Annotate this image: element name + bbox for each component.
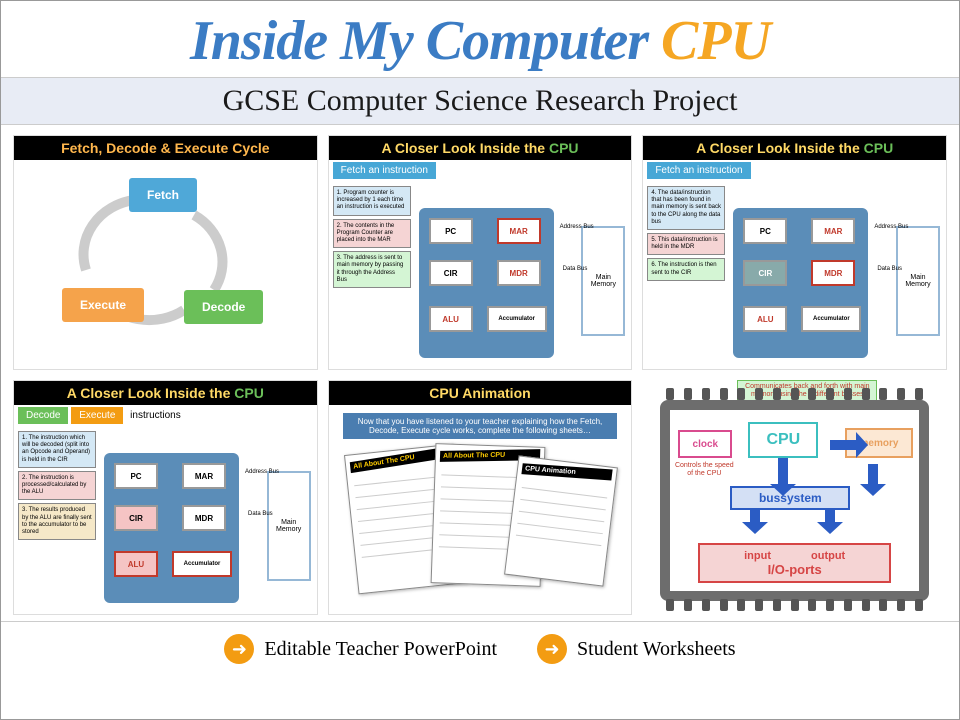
data-bus: Data Bus: [563, 266, 588, 272]
step: 1. Program counter is increased by 1 eac…: [333, 186, 411, 216]
cycle-diagram: Fetch Decode Execute: [14, 160, 317, 369]
cpu-area: PC MAR CIR MDR ALU Accumulator Main Memo…: [100, 431, 313, 615]
steps: 1. The instruction which will be decoded…: [18, 431, 96, 615]
slide-title: CPU Animation: [329, 381, 632, 405]
step: 2. The contents in the Program Counter a…: [333, 219, 411, 249]
reg-mar: MAR: [811, 218, 855, 244]
reg-alu: ALU: [429, 306, 473, 332]
reg-cir: CIR: [743, 260, 787, 286]
steps: 4. The data/instruction that has been fo…: [647, 186, 725, 370]
slide-fetch-decode-execute: Fetch, Decode & Execute Cycle Fetch Deco…: [13, 135, 318, 370]
execute-box: Execute: [62, 288, 144, 322]
reg-acc: Accumulator: [801, 306, 861, 332]
slide-title: Fetch, Decode & Execute Cycle: [14, 136, 317, 160]
address-bus: Address Bus: [245, 469, 279, 475]
title-accent: CPU: [661, 10, 770, 72]
slide-body: Decode Execute instructions 1. The instr…: [14, 405, 317, 614]
slide-cpu-decode-execute: A Closer Look Inside the CPU Decode Exec…: [13, 380, 318, 615]
step: 3. The address is sent to main memory by…: [333, 251, 411, 288]
footer-label: Editable Teacher PowerPoint: [264, 638, 497, 661]
reg-mdr: MDR: [497, 260, 541, 286]
slide-title: A Closer Look Inside the CPU: [643, 136, 946, 160]
title-main: Inside My Computer: [190, 10, 661, 72]
header: Inside My Computer CPU: [1, 1, 959, 78]
cpu-area: PC MAR CIR MDR ALU Accumulator Main Memo…: [415, 186, 628, 370]
worksheet: CPU Animation: [504, 455, 618, 586]
reg-mar: MAR: [497, 218, 541, 244]
reg-mdr: MDR: [811, 260, 855, 286]
reg-acc: Accumulator: [487, 306, 547, 332]
fetch-box: Fetch: [129, 178, 197, 212]
slide-body: Now that you have listened to your teach…: [329, 405, 632, 614]
step: 6. The instruction is then sent to the C…: [647, 258, 725, 280]
reg-mar: MAR: [182, 463, 226, 489]
step: 5. This data/instruction is held in the …: [647, 233, 725, 255]
slide-cpu-animation: CPU Animation Now that you have listened…: [328, 380, 633, 615]
footer-label: Student Worksheets: [577, 638, 736, 661]
footer: ➜ Editable Teacher PowerPoint ➜ Student …: [1, 621, 959, 676]
subtitle: GCSE Computer Science Research Project: [1, 78, 959, 125]
fetch-tag: Fetch an instruction: [333, 162, 436, 179]
reg-mdr: MDR: [182, 505, 226, 531]
slide-body: Fetch an instruction 1. Program counter …: [329, 160, 632, 369]
execute-tag: Execute: [71, 407, 123, 424]
steps: 1. Program counter is increased by 1 eac…: [333, 186, 411, 370]
step: 2. The instruction is processed/calculat…: [18, 471, 96, 501]
data-bus: Data Bus: [248, 511, 273, 517]
clock-block: clock: [678, 430, 732, 458]
footer-item: ➜ Student Worksheets: [537, 634, 736, 664]
reg-alu: ALU: [743, 306, 787, 332]
slide-title: A Closer Look Inside the CPU: [14, 381, 317, 405]
slide-cpu-fetch-2: A Closer Look Inside the CPU Fetch an in…: [642, 135, 947, 370]
address-bus: Address Bus: [874, 224, 908, 230]
memory-block: memory: [845, 428, 913, 458]
step: 3. The results produced by the ALU are f…: [18, 503, 96, 540]
main-memory: Main Memory: [267, 471, 311, 581]
slide-cpu-fetch-1: A Closer Look Inside the CPU Fetch an in…: [328, 135, 633, 370]
step: 4. The data/instruction that has been fo…: [647, 186, 725, 230]
arrow-icon: ➜: [537, 634, 567, 664]
slide-chip-diagram: Communicates back and forth with main me…: [642, 380, 947, 615]
slide-title: A Closer Look Inside the CPU: [329, 136, 632, 160]
cpu-area: PC MAR CIR MDR ALU Accumulator Main Memo…: [729, 186, 942, 370]
decode-box: Decode: [184, 290, 263, 324]
instr-label: instructions: [130, 410, 181, 421]
chip-inner: clock CPU memory bussystem inputoutput I…: [670, 410, 919, 591]
clock-note: Controls the speed of the CPU: [674, 462, 734, 477]
step: 1. The instruction which will be decoded…: [18, 431, 96, 468]
chip-body: clock CPU memory bussystem inputoutput I…: [660, 400, 929, 601]
reg-pc: PC: [743, 218, 787, 244]
main-memory: Main Memory: [896, 226, 940, 336]
io-block: inputoutput I/O-ports: [698, 543, 891, 583]
reg-cir: CIR: [429, 260, 473, 286]
instruction-note: Now that you have listened to your teach…: [343, 413, 618, 439]
bus-block: bussystem: [730, 486, 850, 510]
footer-item: ➜ Editable Teacher PowerPoint: [224, 634, 497, 664]
io-label: I/O-ports: [768, 562, 822, 577]
slide-body: Communicates back and forth with main me…: [642, 380, 947, 615]
reg-alu: ALU: [114, 551, 158, 577]
cpu-block: CPU: [748, 422, 818, 458]
chip-pins-bottom: [666, 599, 923, 613]
fetch-tag: Fetch an instruction: [647, 162, 750, 179]
reg-pc: PC: [114, 463, 158, 489]
page-title: Inside My Computer CPU: [21, 9, 939, 73]
arrow-icon: ➜: [224, 634, 254, 664]
reg-pc: PC: [429, 218, 473, 244]
slide-body: Fetch an instruction 4. The data/instruc…: [643, 160, 946, 369]
worksheets: All About The CPU All About The CPU CPU …: [333, 443, 628, 610]
decode-tag: Decode: [18, 407, 68, 424]
address-bus: Address Bus: [560, 224, 594, 230]
reg-acc: Accumulator: [172, 551, 232, 577]
slide-grid: Fetch, Decode & Execute Cycle Fetch Deco…: [1, 125, 959, 621]
reg-cir: CIR: [114, 505, 158, 531]
main-memory: Main Memory: [581, 226, 625, 336]
data-bus: Data Bus: [877, 266, 902, 272]
